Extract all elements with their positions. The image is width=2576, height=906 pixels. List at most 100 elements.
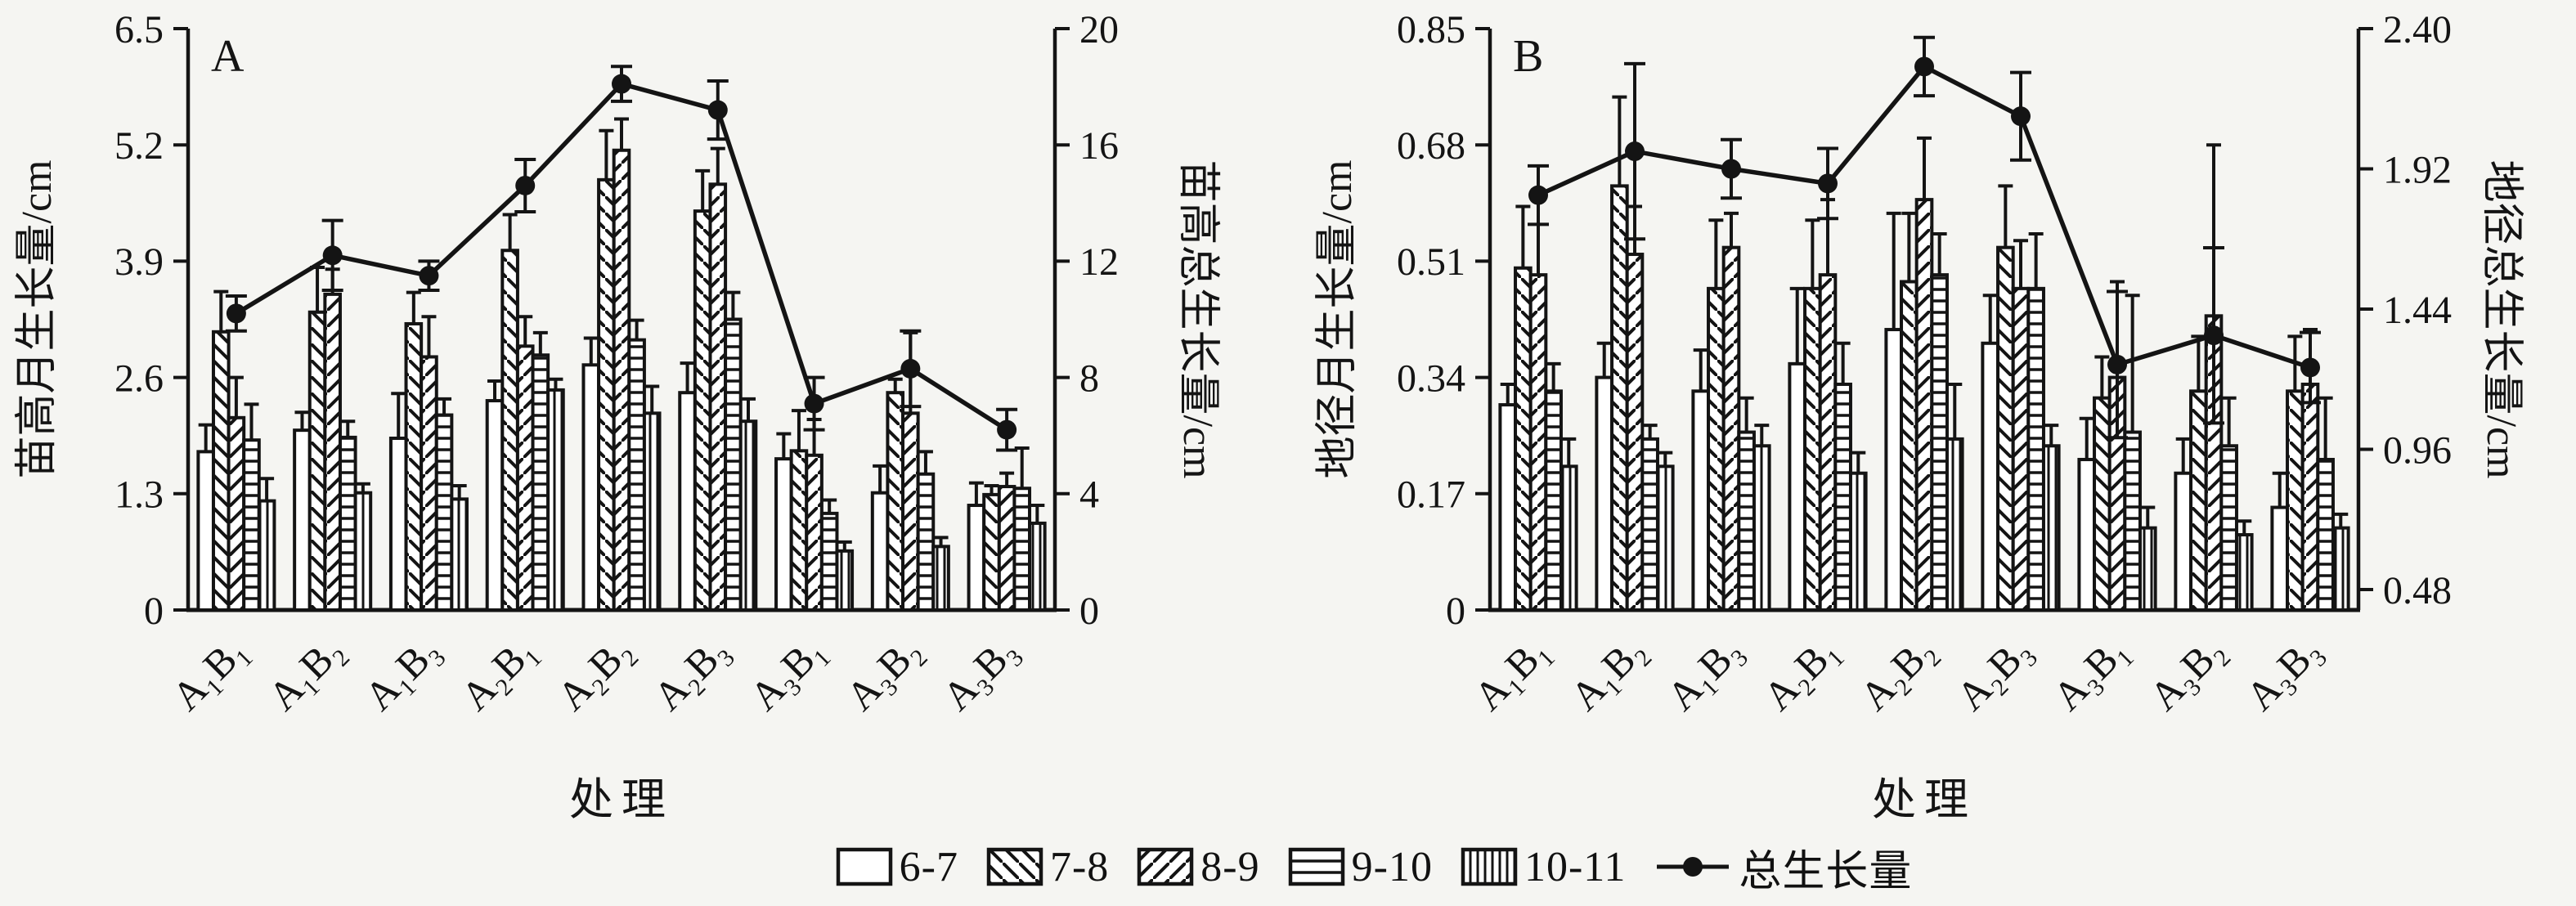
total-growth-point bbox=[997, 419, 1017, 440]
bar-6-7 bbox=[1498, 403, 1518, 612]
bar-8-9 bbox=[708, 182, 728, 612]
panel-B: 0 0.17 0.34 0.51 0.68 0.85 0.48 0.96 1.44 1.92 2.4… bbox=[1314, 8, 2524, 824]
legend-swatch-plain-icon bbox=[836, 847, 892, 886]
x-tick-label: A₃B₂ bbox=[837, 626, 930, 719]
right-tick-label: 1.92 bbox=[2383, 148, 2452, 191]
bar-9-10 bbox=[1544, 389, 1563, 612]
bar-7-8 bbox=[789, 449, 809, 612]
bar-9-10 bbox=[2026, 286, 2045, 612]
legend-item-6-7: 6-7 bbox=[836, 843, 958, 891]
legend-item-8-9: 8-9 bbox=[1137, 843, 1259, 891]
left-tick-label: 0 bbox=[1446, 590, 1465, 633]
total-growth-point bbox=[419, 266, 439, 286]
bar-6-7 bbox=[293, 428, 312, 612]
total-growth-point bbox=[2204, 325, 2224, 346]
bar-9-10 bbox=[1640, 437, 1659, 612]
right-tick-label: 8 bbox=[1079, 357, 1099, 400]
left-tick-label: 3.9 bbox=[114, 240, 164, 284]
bar-9-10 bbox=[724, 317, 743, 612]
right-tick-label: 1.44 bbox=[2383, 289, 2452, 332]
bar-8-9 bbox=[420, 355, 438, 612]
bar-10-11 bbox=[835, 549, 855, 612]
left-tick-label: 0.85 bbox=[1397, 8, 1465, 52]
total-growth-point bbox=[1818, 173, 1838, 194]
bar-7-8 bbox=[404, 321, 424, 612]
left-axis-title: 地径月生长量/cm bbox=[1314, 160, 1361, 479]
bar-10-11 bbox=[931, 545, 950, 612]
legend-line-marker-icon bbox=[1657, 857, 1730, 877]
legend-label: 10-11 bbox=[1524, 843, 1627, 890]
x-tick-label: A₃B₂ bbox=[2140, 626, 2233, 719]
x-tick-label: A₁B₁ bbox=[163, 626, 255, 719]
bar-9-10 bbox=[2316, 457, 2335, 612]
bar-10-11 bbox=[2138, 526, 2157, 612]
x-tick-label: A₂B₂ bbox=[548, 626, 640, 719]
bar-10-11 bbox=[546, 388, 565, 612]
bar-10-11 bbox=[450, 497, 469, 612]
bar-7-8 bbox=[2093, 396, 2112, 612]
bar-6-7 bbox=[1788, 361, 1807, 612]
left-tick-label: 0.68 bbox=[1397, 124, 1465, 168]
bar-8-9 bbox=[997, 485, 1016, 612]
total-growth-point bbox=[707, 100, 728, 120]
x-tick-label: A₁B₂ bbox=[1561, 626, 1654, 719]
bar-6-7 bbox=[388, 436, 408, 612]
right-tick-label: 20 bbox=[1079, 8, 1119, 52]
bar-9-10 bbox=[1833, 382, 1852, 612]
x-tick-label: A₃B₁ bbox=[2044, 626, 2136, 719]
bar-10-11 bbox=[353, 491, 373, 612]
panel-A: 0 1.3 2.6 3.9 5.2 6.5 0 4 8 12 16 20 苗高月生长量/cm 苗高总生长量… bbox=[14, 8, 1221, 824]
legend-label: 7-8 bbox=[1049, 843, 1110, 890]
bar-7-8 bbox=[1803, 286, 1822, 612]
right-axis-title: 地径总生长量/cm bbox=[2478, 160, 2524, 479]
bar-7-8 bbox=[211, 330, 231, 612]
total-growth-point bbox=[1625, 141, 1645, 162]
bar-6-7 bbox=[485, 399, 505, 612]
total-growth-point bbox=[322, 245, 343, 266]
bar-9-10 bbox=[819, 511, 839, 612]
x-tick-label: A₂B₁ bbox=[1754, 626, 1847, 719]
legend-item-7-8: 7-8 bbox=[986, 843, 1109, 891]
left-tick-label: 0.17 bbox=[1397, 473, 1465, 517]
bar-9-10 bbox=[1930, 273, 1949, 612]
bar-6-7 bbox=[1981, 341, 2000, 612]
legend-item-total-line: 总生长量 bbox=[1654, 836, 1912, 898]
legend-item-10-11: 10-11 bbox=[1461, 843, 1626, 891]
panel-letter: A bbox=[211, 31, 245, 82]
bar-8-9 bbox=[1818, 273, 1838, 612]
legend-item-9-10: 9-10 bbox=[1288, 843, 1433, 891]
x-tick-label: A₂B₃ bbox=[1947, 626, 2040, 719]
bar-10-11 bbox=[2331, 526, 2350, 612]
total-growth-point bbox=[1721, 159, 1741, 179]
x-tick-label: A₃B₃ bbox=[934, 626, 1026, 719]
x-axis-title: 处理 bbox=[569, 775, 674, 824]
panel-letter: B bbox=[1513, 31, 1543, 82]
total-growth-point bbox=[2107, 354, 2127, 375]
bar-7-8 bbox=[693, 209, 712, 612]
bar-6-7 bbox=[2174, 471, 2193, 612]
bar-8-9 bbox=[1914, 198, 1934, 612]
total-growth-point bbox=[900, 358, 921, 379]
legend-label: 8-9 bbox=[1200, 843, 1260, 890]
bar-7-8 bbox=[1514, 266, 1533, 612]
bar-8-9 bbox=[515, 344, 535, 612]
bar-10-11 bbox=[1752, 444, 1771, 612]
bar-10-11 bbox=[2234, 532, 2254, 612]
legend: 6-7 7-8 8-9 9-10 10-11 总生长量 bbox=[0, 832, 2576, 901]
bar-10-11 bbox=[1655, 464, 1675, 612]
bar-6-7 bbox=[870, 491, 890, 612]
bar-7-8 bbox=[982, 492, 1001, 612]
bar-6-7 bbox=[774, 457, 793, 612]
right-tick-label: 4 bbox=[1079, 473, 1099, 517]
left-tick-label: 0 bbox=[144, 590, 164, 633]
total-growth-point bbox=[2300, 357, 2320, 378]
total-growth-point bbox=[226, 303, 246, 324]
bar-8-9 bbox=[612, 148, 631, 612]
x-tick-label: A₂B₃ bbox=[644, 626, 737, 719]
bar-7-8 bbox=[1610, 184, 1629, 612]
bar-6-7 bbox=[1595, 375, 1614, 612]
bar-8-9 bbox=[1528, 273, 1548, 612]
total-growth-point bbox=[515, 175, 536, 195]
bar-10-11 bbox=[1945, 437, 1964, 612]
right-tick-label: 0.96 bbox=[2383, 428, 2452, 472]
